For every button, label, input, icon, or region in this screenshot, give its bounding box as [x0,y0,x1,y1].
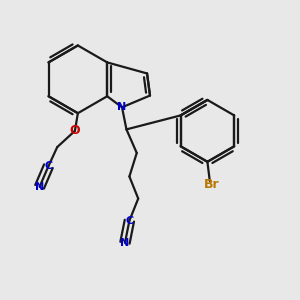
Text: C: C [44,161,52,171]
Text: N: N [117,102,127,112]
Text: N: N [35,182,44,192]
Text: N: N [120,238,130,248]
Text: O: O [70,124,80,137]
Text: C: C [125,216,134,226]
Text: Br: Br [203,178,219,191]
